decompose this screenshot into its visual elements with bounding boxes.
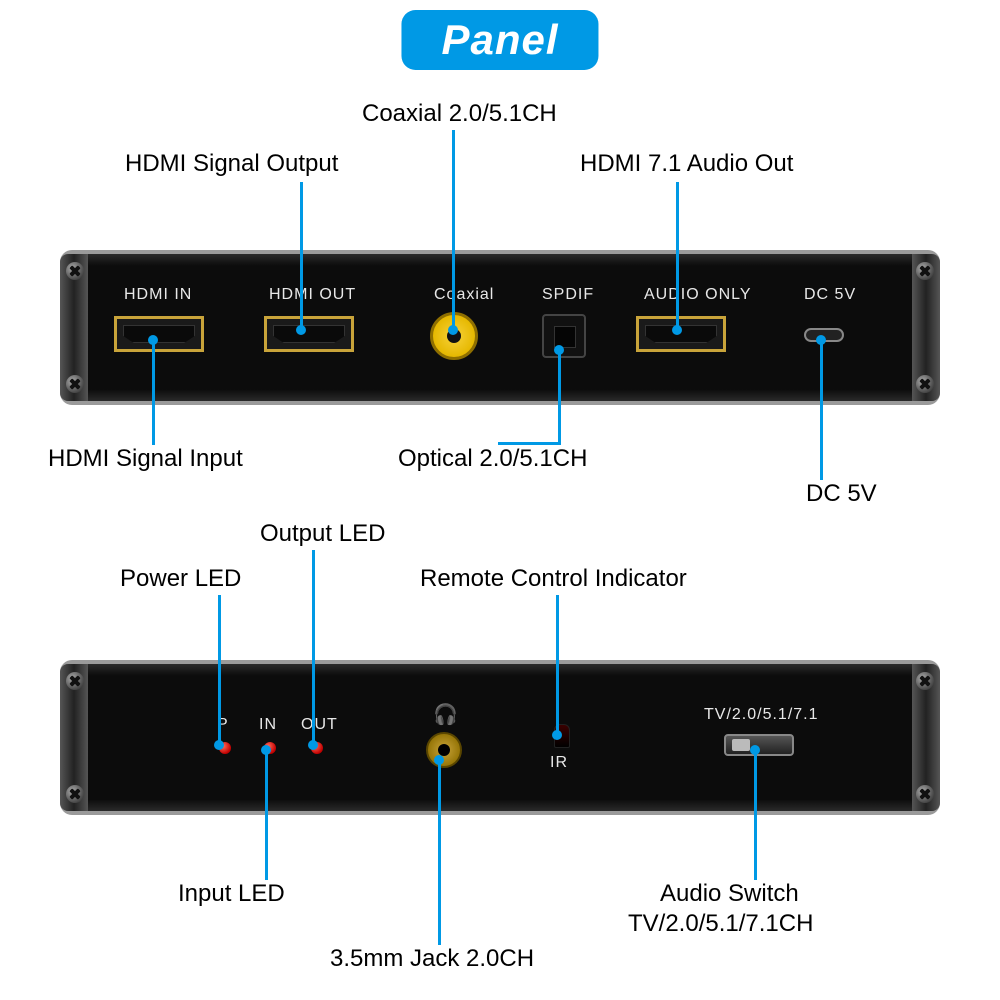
screw-icon — [66, 672, 84, 690]
leader-line — [498, 442, 561, 445]
callout-optical: Optical 2.0/5.1CH — [398, 445, 587, 473]
audio-only-port — [636, 316, 726, 352]
leader-dot — [214, 740, 224, 750]
leader-line — [452, 130, 455, 330]
screw-icon — [916, 262, 934, 280]
port-label-spdif: SPDIF — [542, 286, 594, 304]
port-label-switch: TV/2.0/5.1/7.1 — [704, 706, 819, 724]
callout-hdmi-signal-input: HDMI Signal Input — [48, 445, 243, 473]
leader-dot — [308, 740, 318, 750]
callout-input-led: Input LED — [178, 880, 285, 908]
screw-icon — [916, 785, 934, 803]
leader-line — [820, 340, 823, 480]
callout-jack: 3.5mm Jack 2.0CH — [330, 945, 534, 973]
front-panel: P IN OUT 🎧 IR TV/2.0/5.1/7.1 — [60, 660, 940, 815]
port-label-out: OUT — [301, 716, 338, 734]
callout-power-led: Power LED — [120, 565, 241, 593]
leader-dot — [552, 730, 562, 740]
leader-line — [556, 595, 559, 735]
port-label-hdmi-in: HDMI IN — [124, 286, 192, 304]
screw-icon — [916, 672, 934, 690]
leader-dot — [261, 745, 271, 755]
callout-hdmi-signal-output: HDMI Signal Output — [125, 150, 338, 178]
leader-line — [312, 550, 315, 745]
headphone-icon: 🎧 — [433, 702, 458, 727]
port-label-audio-only: AUDIO ONLY — [644, 286, 752, 304]
rear-panel: HDMI IN HDMI OUT Coaxial SPDIF AUDIO ONL… — [60, 250, 940, 405]
port-label-ir: IR — [550, 754, 568, 772]
leader-line — [300, 182, 303, 330]
leader-line — [754, 750, 757, 880]
leader-dot — [554, 345, 564, 355]
leader-dot — [816, 335, 826, 345]
headphone-jack — [426, 732, 462, 768]
leader-line — [152, 340, 155, 445]
screw-icon — [66, 375, 84, 393]
hdmi-in-port — [114, 316, 204, 352]
callout-remote: Remote Control Indicator — [420, 565, 687, 593]
leader-dot — [750, 745, 760, 755]
leader-dot — [296, 325, 306, 335]
title-badge: Panel — [401, 10, 598, 70]
leader-dot — [672, 325, 682, 335]
leader-line — [558, 350, 561, 445]
port-label-dc5v: DC 5V — [804, 286, 856, 304]
leader-line — [265, 750, 268, 880]
leader-dot — [434, 755, 444, 765]
leader-line — [676, 182, 679, 330]
callout-hdmi-audio-out: HDMI 7.1 Audio Out — [580, 150, 793, 178]
callout-audio-switch-2: TV/2.0/5.1/7.1CH — [628, 910, 813, 938]
spdif-port — [542, 314, 586, 358]
callout-output-led: Output LED — [260, 520, 385, 548]
port-label-hdmi-out: HDMI OUT — [269, 286, 356, 304]
screw-icon — [66, 785, 84, 803]
leader-line — [438, 760, 441, 945]
port-label-coaxial: Coaxial — [434, 286, 494, 304]
callout-coaxial: Coaxial 2.0/5.1CH — [362, 100, 557, 128]
callout-audio-switch-1: Audio Switch — [660, 880, 799, 908]
leader-line — [218, 595, 221, 745]
screw-icon — [66, 262, 84, 280]
hdmi-out-port — [264, 316, 354, 352]
port-label-in: IN — [259, 716, 277, 734]
leader-dot — [148, 335, 158, 345]
screw-icon — [916, 375, 934, 393]
callout-dc5v: DC 5V — [806, 480, 877, 508]
leader-dot — [448, 325, 458, 335]
